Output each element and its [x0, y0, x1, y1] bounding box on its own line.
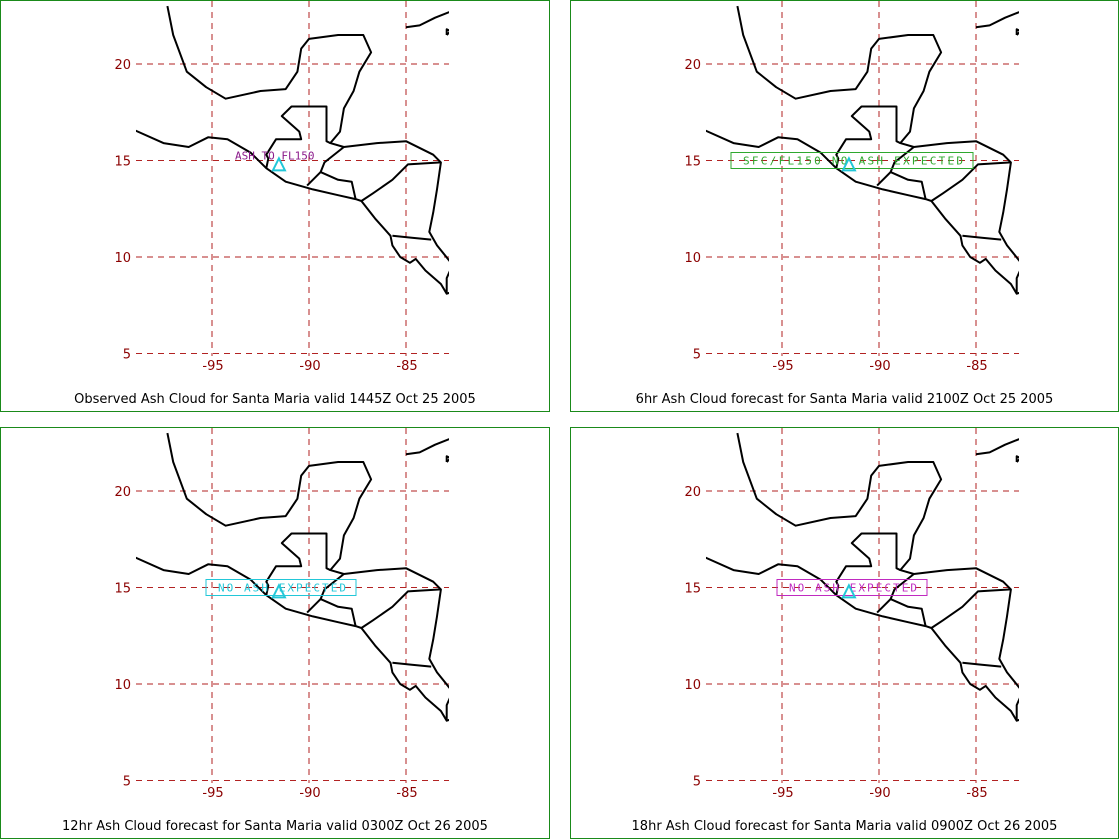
panel-caption: 12hr Ash Cloud forecast for Santa Maria … [62, 819, 488, 834]
coastline-segment [489, 52, 493, 54]
lat-tick-label: 5 [693, 348, 701, 363]
map-svg: -95 -90 -85 20 15 10 5 NO ASH EXPECTED [684, 428, 1063, 801]
coastline-segment [706, 129, 1019, 295]
coastline-segment [930, 161, 1011, 202]
lat-tick-label: 20 [684, 58, 701, 73]
coastline-segment [445, 28, 449, 36]
lat-tick-label: 15 [684, 155, 701, 170]
lat-tick-label: 5 [693, 775, 701, 790]
coastline-segment [1059, 479, 1063, 481]
coastline-segment [962, 234, 1002, 241]
coastline-segment [265, 532, 331, 596]
coastline-segment [306, 598, 357, 627]
ash-annotation: NO ASH EXPECTED [218, 582, 346, 595]
annotation-box [776, 579, 928, 596]
coastline-segment [392, 234, 432, 241]
coastline-segment [445, 455, 449, 463]
lon-tick-label: -95 [202, 786, 223, 801]
volcano-marker-icon [271, 583, 287, 599]
volcano-marker-icon [841, 156, 857, 172]
map-svg: -95 -90 -85 20 15 10 5 NO ASH EXPECTED [114, 428, 493, 801]
lon-tick-label: -95 [772, 359, 793, 374]
coastline-segment [265, 105, 331, 169]
lat-tick-label: 5 [123, 348, 131, 363]
coastline-segment [319, 146, 345, 173]
coastlines [706, 5, 1063, 295]
lat-tick-label: 15 [114, 582, 131, 597]
coastlines [706, 432, 1063, 722]
map-svg: -95 -90 -85 20 15 10 5 SFC/FL150 NO ASH EXPECTE… [684, 1, 1063, 374]
coastline-segment [360, 161, 441, 202]
coastline-segment [736, 5, 1019, 262]
annotation-box [730, 152, 974, 169]
volcano-marker-icon [271, 156, 287, 172]
lon-tick-label: -85 [396, 359, 417, 374]
lat-tick-label: 20 [114, 58, 131, 73]
coastline-segment [136, 556, 449, 722]
coastline-segment [962, 661, 1002, 668]
lat-tick-label: 10 [114, 678, 131, 693]
lat-tick-label: 20 [114, 485, 131, 500]
coastline-segment [975, 11, 1019, 29]
coastline-segment [445, 697, 449, 721]
panel-caption: 18hr Ash Cloud forecast for Santa Maria … [631, 819, 1058, 834]
coastlines [136, 432, 493, 722]
coastline-segment [360, 588, 441, 629]
lon-tick-label: -85 [396, 786, 417, 801]
coastline-segment [835, 105, 901, 169]
coastline-segment [975, 438, 1019, 456]
coastline-segment [306, 171, 357, 200]
lon-tick-label: -95 [772, 786, 793, 801]
coastline-segment [405, 11, 449, 29]
coastline-segment [736, 432, 1019, 689]
coastline-segment [1015, 28, 1019, 36]
lat-tick-label: 5 [123, 775, 131, 790]
lon-tick-label: -90 [869, 359, 890, 374]
coastlines [136, 5, 493, 295]
coastline-segment [835, 532, 901, 596]
coastline-segment [930, 588, 1011, 629]
coastline-segment [489, 479, 493, 481]
panel-caption: 6hr Ash Cloud forecast for Santa Maria v… [635, 392, 1054, 407]
coastline-segment [1015, 270, 1019, 294]
map-svg: -95 -90 -85 20 15 10 5 ASH TO FL150 [114, 1, 493, 374]
map-panel-12hr: -95 -90 -85 20 15 10 5 NO ASH EXPECTED 12hr Ash… [0, 427, 550, 839]
coastline-segment [1015, 697, 1019, 721]
ash-annotation: SFC/FL150 NO ASH EXPECTED [743, 155, 963, 168]
coastline-segment [876, 598, 927, 627]
coastline-segment [706, 556, 1019, 722]
coastline-segment [166, 5, 449, 262]
coastline-segment [876, 171, 927, 200]
lat-tick-label: 10 [684, 678, 701, 693]
map-panel-observed: -95 -90 -85 20 15 10 5 ASH TO FL150 Observed As… [0, 0, 550, 412]
lon-tick-label: -90 [299, 359, 320, 374]
ash-annotation: NO ASH EXPECTED [789, 582, 917, 595]
map-panel-18hr: -95 -90 -85 20 15 10 5 NO ASH EXPECTED 18hr Ash… [570, 427, 1119, 839]
coastline-segment [1059, 52, 1063, 54]
lon-tick-label: -95 [202, 359, 223, 374]
lon-tick-label: -85 [966, 359, 987, 374]
coastline-segment [1015, 455, 1019, 463]
lat-tick-label: 10 [114, 251, 131, 266]
coastline-segment [392, 661, 432, 668]
coastline-segment [166, 432, 449, 689]
lat-tick-label: 15 [684, 582, 701, 597]
panel-caption: Observed Ash Cloud for Santa Maria valid… [74, 392, 476, 407]
lon-tick-label: -85 [966, 786, 987, 801]
coastline-segment [136, 129, 449, 295]
volcano-marker-icon [841, 583, 857, 599]
ash-annotation: ASH TO FL150 [235, 150, 314, 163]
lat-tick-label: 10 [684, 251, 701, 266]
coastline-segment [445, 270, 449, 294]
lon-tick-label: -90 [299, 786, 320, 801]
lat-tick-label: 15 [114, 155, 131, 170]
annotation-box [205, 579, 357, 596]
map-panel-6hr: -95 -90 -85 20 15 10 5 SFC/FL150 NO ASH EXPECTE… [570, 0, 1119, 412]
coastline-segment [405, 438, 449, 456]
lon-tick-label: -90 [869, 786, 890, 801]
lat-tick-label: 20 [684, 485, 701, 500]
